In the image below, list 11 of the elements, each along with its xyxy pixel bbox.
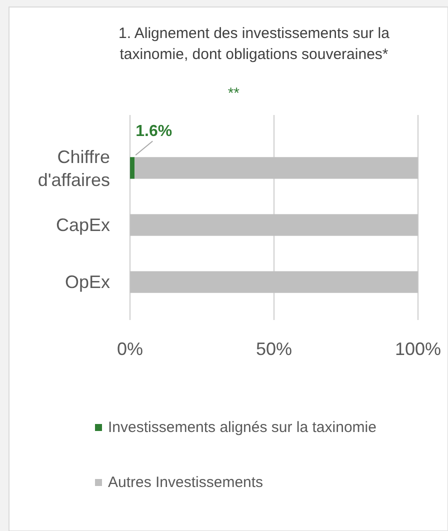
y-tick-label: CapEx [56, 215, 110, 235]
legend-label: Investissements alignés sur la taxinomie [108, 419, 376, 436]
data-label: 1.6% [136, 123, 172, 140]
y-tick-label: Chiffre d'affaires [38, 146, 110, 190]
x-tick-label: 0% [116, 339, 144, 359]
x-tick-label: 100% [394, 339, 442, 359]
chart-title: 1. Alignement des investissements sur la taxinomie, dont obligations souveraines* [118, 25, 390, 63]
x-tick-label: 50% [256, 339, 292, 359]
text: ** [228, 85, 240, 102]
y-tick-label: OpEx [64, 272, 110, 292]
legend-label: Autres Investissements [108, 474, 264, 491]
